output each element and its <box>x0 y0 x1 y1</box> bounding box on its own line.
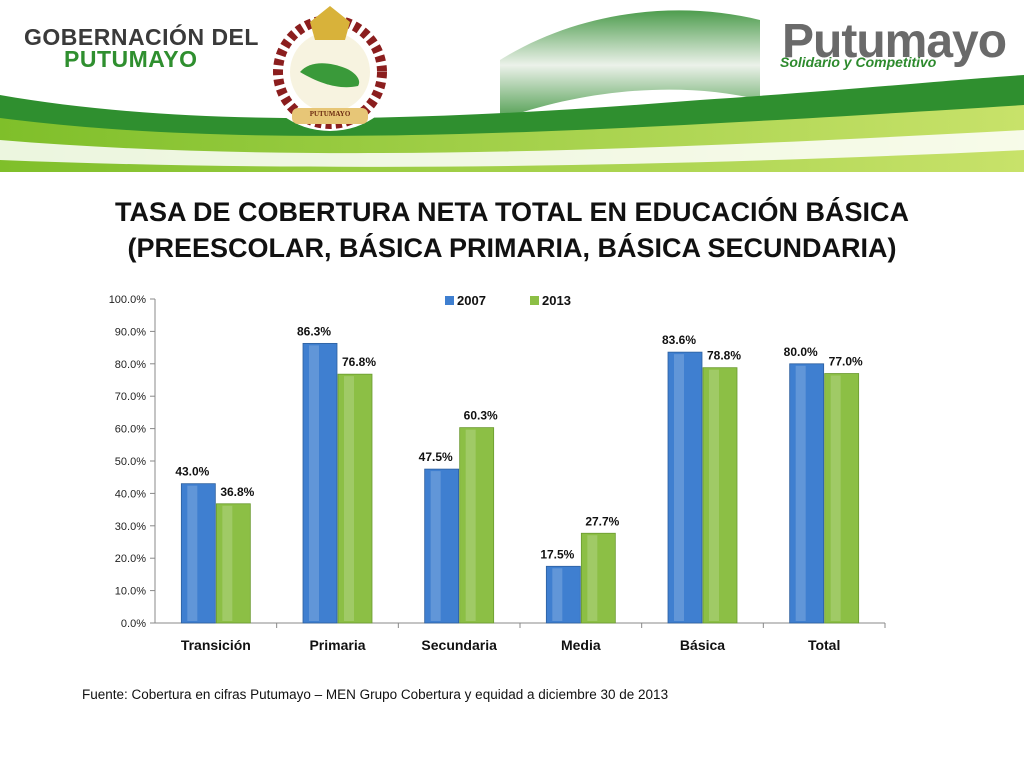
seal-caption: PUTUMAYO <box>309 110 351 118</box>
bar-2007 <box>424 468 460 624</box>
data-label: 77.0% <box>829 355 863 369</box>
data-label: 60.3% <box>464 409 498 423</box>
legend-label: 2013 <box>542 293 571 308</box>
y-tick-label: 20.0% <box>115 553 146 565</box>
y-tick-label: 30.0% <box>115 521 146 533</box>
data-label: 17.5% <box>540 547 574 561</box>
y-tick-label: 70.0% <box>115 391 146 403</box>
bar-2007 <box>302 342 338 624</box>
bar-2013 <box>824 373 860 624</box>
data-label: 80.0% <box>784 345 818 359</box>
y-tick-label: 90.0% <box>115 326 146 338</box>
y-tick-label: 0.0% <box>121 618 146 630</box>
bar-highlight <box>830 375 841 621</box>
bar-highlight <box>795 365 806 621</box>
x-tick-label: Media <box>561 637 601 653</box>
bar-highlight <box>552 568 563 621</box>
bar-highlight <box>344 376 354 621</box>
y-tick-label: 50.0% <box>115 456 146 468</box>
bar-highlight <box>187 485 198 621</box>
bar-2013 <box>337 373 373 624</box>
y-tick-label: 40.0% <box>115 488 146 500</box>
legend-label: 2007 <box>457 293 486 308</box>
bar-highlight <box>465 429 476 621</box>
bar-highlight <box>587 535 598 621</box>
x-tick-label: Secundaria <box>421 637 497 653</box>
gov-name-line1: GOBERNACIÓN DEL <box>24 24 259 50</box>
bar-2013 <box>702 367 738 624</box>
data-label: 76.8% <box>342 355 376 369</box>
header-banner: GOBERNACIÓN DEL PUTUMAYO PUTUMAYO Putuma… <box>0 0 1024 172</box>
bar-highlight <box>222 505 233 621</box>
bar-2007 <box>667 351 703 624</box>
brand-logo-text: Putumayo <box>782 15 1007 68</box>
chart-title-line1: TASA DE COBERTURA NETA TOTAL EN EDUCACIÓ… <box>114 197 909 227</box>
y-tick-label: 80.0% <box>115 359 146 371</box>
chart-title: TASA DE COBERTURA NETA TOTAL EN EDUCACIÓ… <box>0 194 1024 266</box>
data-label: 86.3% <box>297 324 331 338</box>
bar-2013 <box>459 427 495 624</box>
data-label: 43.0% <box>175 465 209 479</box>
data-label: 36.8% <box>220 485 254 499</box>
bar-2007 <box>789 363 825 624</box>
chart-title-line2: (PREESCOLAR, BÁSICA PRIMARIA, BÁSICA SEC… <box>127 233 897 263</box>
x-tick-label: Transición <box>181 637 251 653</box>
flag-icon <box>500 10 760 120</box>
bar-highlight <box>709 369 719 621</box>
banner-graphic <box>0 6 1024 172</box>
bar-2007 <box>545 565 581 624</box>
data-label: 83.6% <box>662 333 696 347</box>
brand-tagline: Solidario y Competitivo <box>780 54 937 70</box>
y-tick-label: 10.0% <box>115 586 146 598</box>
x-tick-label: Primaria <box>309 637 365 653</box>
bar-2007 <box>180 483 216 624</box>
bar-2013 <box>215 503 251 624</box>
bar-highlight <box>309 345 319 621</box>
legend-swatch-2013 <box>530 296 539 305</box>
bar-2013 <box>580 532 616 624</box>
x-tick-label: Total <box>808 637 840 653</box>
data-label: 47.5% <box>419 450 453 464</box>
coat-of-arms-icon <box>262 6 398 131</box>
source-note: Fuente: Cobertura en cifras Putumayo – M… <box>82 687 669 702</box>
x-tick-label: Básica <box>680 637 725 653</box>
y-tick-label: 60.0% <box>115 424 146 436</box>
banner-white-stripe <box>0 130 1024 167</box>
data-label: 78.8% <box>707 349 741 363</box>
data-label: 27.7% <box>585 514 619 528</box>
bar-highlight <box>674 354 684 621</box>
y-tick-label: 100.0% <box>109 294 147 306</box>
legend-swatch-2007 <box>445 296 454 305</box>
gov-name-line2: PUTUMAYO <box>64 46 198 72</box>
bar-highlight <box>430 471 441 621</box>
